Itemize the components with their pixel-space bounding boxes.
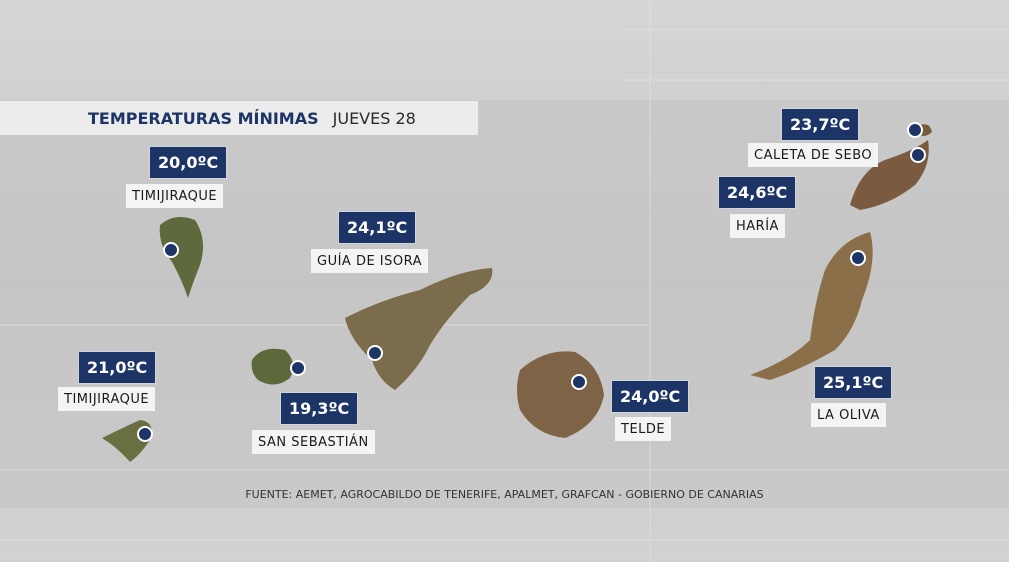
temperature: 23,7ºC <box>781 108 860 141</box>
temperature: 25,1ºC <box>814 366 893 399</box>
marker <box>850 250 866 266</box>
marker <box>137 426 153 442</box>
source: FUENTE: AEMET, AGROCABILDO DE TENERIFE, … <box>245 488 764 501</box>
marker <box>163 242 179 258</box>
marker <box>907 122 923 138</box>
place: TELDE <box>615 417 672 441</box>
temperature: 21,0ºC <box>78 351 157 384</box>
place: CALETA DE SEBO <box>748 143 879 167</box>
marker <box>290 360 306 376</box>
place: TIMIJIRAQUE <box>126 184 224 208</box>
place: GUÍA DE ISORA <box>311 249 429 273</box>
title: TEMPERATURAS MÍNIMAS <box>88 108 319 128</box>
temperature: 24,0ºC <box>611 380 690 413</box>
place: SAN SEBASTIÁN <box>252 430 375 454</box>
temperature: 19,3ºC <box>280 392 359 425</box>
temperature: 24,1ºC <box>338 211 417 244</box>
place: TIMIJIRAQUE <box>58 387 156 411</box>
place: HARÍA <box>730 214 785 238</box>
title-bar: TEMPERATURAS MÍNIMAS JUEVES 28 <box>0 101 478 135</box>
marker <box>910 147 926 163</box>
date: JUEVES 28 <box>332 108 416 128</box>
marker <box>367 345 383 361</box>
marker <box>571 374 587 390</box>
temperature: 24,6ºC <box>718 176 797 209</box>
station-markers <box>137 122 926 442</box>
place: LA OLIVA <box>811 403 886 427</box>
temperature: 20,0ºC <box>149 146 228 179</box>
